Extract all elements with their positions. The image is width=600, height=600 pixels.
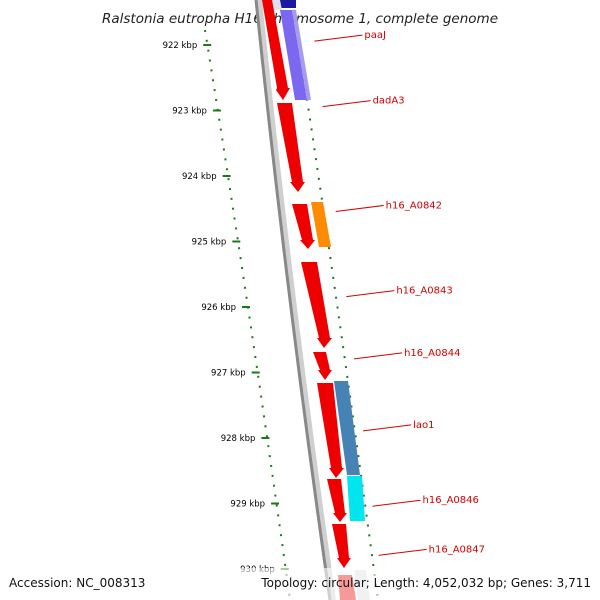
gene-label-leader [322,100,371,108]
gene-label-leader [335,204,384,212]
gene-red-2 [277,103,305,192]
ruler-tick-label: 927 kbp [211,369,246,379]
gene-label-leader [346,290,395,298]
gene-label[interactable]: dadA3 [373,96,405,107]
feature-steelblue [334,381,360,475]
gene-label-leader [354,352,403,360]
backbone-shadow [256,0,336,600]
gene-label[interactable]: lao1 [413,420,434,431]
feature-orange [311,202,331,247]
gene-label-leader [378,548,427,556]
ruler-dotted-left [204,29,291,600]
gene-label[interactable]: paaJ [364,30,386,41]
gene-label-leader [363,424,412,432]
feature-cyan [347,476,365,521]
accession-text: Accession: NC_008313 [9,576,145,590]
gene-label[interactable]: h16_A0843 [396,286,452,297]
gene-label[interactable]: h16_A0846 [423,495,479,506]
gene-label[interactable]: h16_A0844 [404,348,460,359]
gene-red-4 [301,262,332,348]
gene-red-5 [313,352,332,380]
gene-labels: paaJ dadA3 h16_A0842 h16_A0843 h16_A0844 lao1… [314,30,485,556]
genome-summary-text: Topology: circular; Length: 4,052,032 bp… [260,576,591,590]
gene-label[interactable]: h16_A0842 [386,200,442,211]
gene-label-leader [372,499,421,507]
gene-red-3 [292,204,315,249]
ruler-tick-label: 926 kbp [201,303,236,313]
feature-purple-edge [292,10,311,100]
feature-purple [280,10,307,100]
gene-red-7 [327,479,347,522]
gene-red-6 [317,383,344,478]
gene-red-8 [332,524,351,568]
ruler-tick-label: 922 kbp [163,41,198,51]
gene-label[interactable]: h16_A0847 [429,544,485,555]
footer-background [0,568,600,600]
ruler-tick-label: 925 kbp [192,238,227,248]
ruler-tick-label: 929 kbp [230,500,265,510]
backbone [254,0,332,600]
feature-navy [278,0,296,8]
gene-red-1 [258,0,290,100]
ruler-tick-label: 923 kbp [172,107,207,117]
ruler-tick-label: 924 kbp [182,172,217,182]
ruler-tick-label: 928 kbp [221,434,256,444]
map-title: Ralstonia eutropha H16 chromosome 1, com… [102,11,498,27]
gene-label-leader [314,34,363,42]
